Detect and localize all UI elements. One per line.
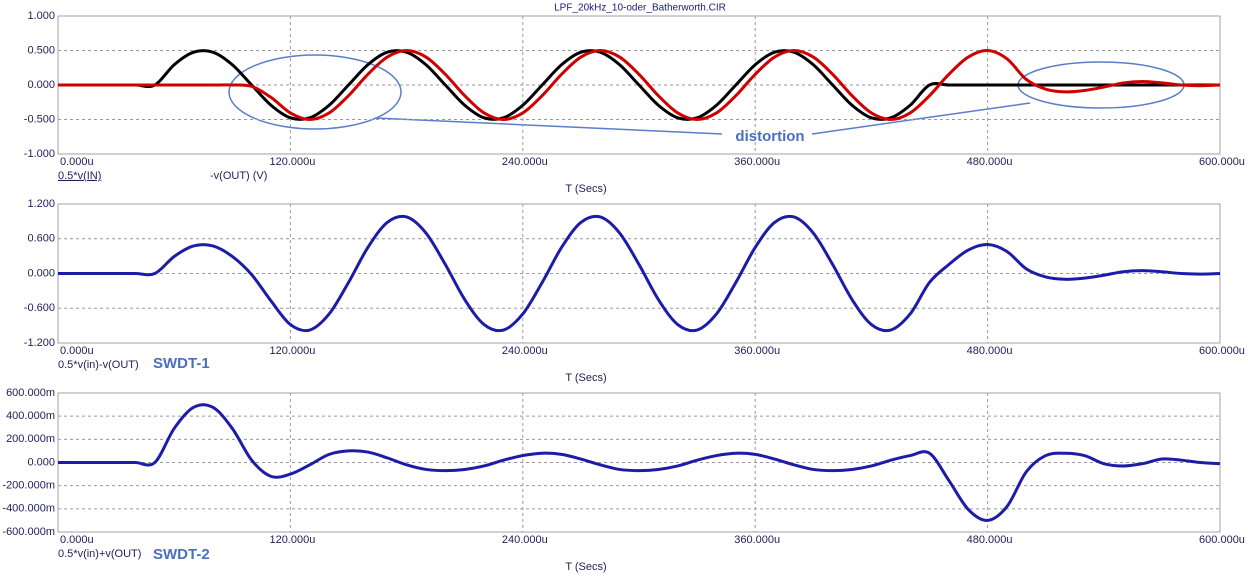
x-tick-label: 600.000u [1199,534,1245,546]
y-tick-label: 200.000m [6,433,55,445]
callout-line [811,102,1031,135]
series-line [58,48,1221,121]
callout-line [374,117,723,135]
x-axis-label: T (Secs) [565,183,606,195]
x-tick-label: 240.000u [502,156,548,168]
chart-title: LPF_20kHz_10-oder_Batherworth.CIR [554,3,726,14]
legend-label: 0.5*v(IN) [58,170,101,182]
x-tick-label: 0.000u [60,156,94,168]
x-tick-label: 240.000u [502,345,548,357]
y-tick-label: 400.000m [6,410,55,422]
x-tick-label: 480.000u [967,534,1013,546]
annotation: SWDT-2 [153,546,210,563]
y-tick-label: -1.200 [24,337,55,349]
y-tick-label: -0.600 [24,302,55,314]
y-tick-label: 0.000 [27,79,55,91]
y-tick-label: -600.000m [2,526,55,538]
x-tick-label: 480.000u [967,156,1013,168]
y-tick-label: -0.500 [24,113,55,125]
x-tick-label: 0.000u [60,345,94,357]
x-tick-label: 0.000u [60,534,94,546]
x-tick-label: 120.000u [269,534,315,546]
x-tick-label: 480.000u [967,345,1013,357]
x-tick-label: 360.000u [734,156,780,168]
x-tick-label: 120.000u [269,345,315,357]
y-tick-label: 0.000 [27,456,55,468]
x-tick-label: 360.000u [734,534,780,546]
x-tick-label: 240.000u [502,534,548,546]
x-tick-label: 600.000u [1199,345,1245,357]
y-tick-label: 1.200 [27,198,55,210]
y-tick-label: -400.000m [2,503,55,515]
y-tick-label: -200.000m [2,480,55,492]
x-tick-label: 360.000u [734,345,780,357]
y-tick-label: 0.000 [27,267,55,279]
legend-label: 0.5*v(in)+v(OUT) [58,548,141,560]
y-tick-label: 600.000m [6,387,55,399]
y-tick-label: -1.000 [24,148,55,160]
x-axis-label: T (Secs) [565,372,606,384]
y-tick-label: 1.000 [27,10,55,22]
y-tick-label: 0.500 [27,44,55,56]
legend-label: -v(OUT) (V) [210,170,267,182]
legend-label: 0.5*v(in)-v(OUT) [58,359,139,371]
annotation: SWDT-1 [153,355,210,372]
series-line [58,214,1221,333]
x-tick-label: 120.000u [269,156,315,168]
series-line [57,403,1221,522]
x-tick-label: 600.000u [1199,156,1245,168]
x-axis-label: T (Secs) [565,561,606,573]
annotation: distortion [735,128,804,145]
highlight-ellipse [228,54,402,130]
y-tick-label: 0.600 [27,233,55,245]
